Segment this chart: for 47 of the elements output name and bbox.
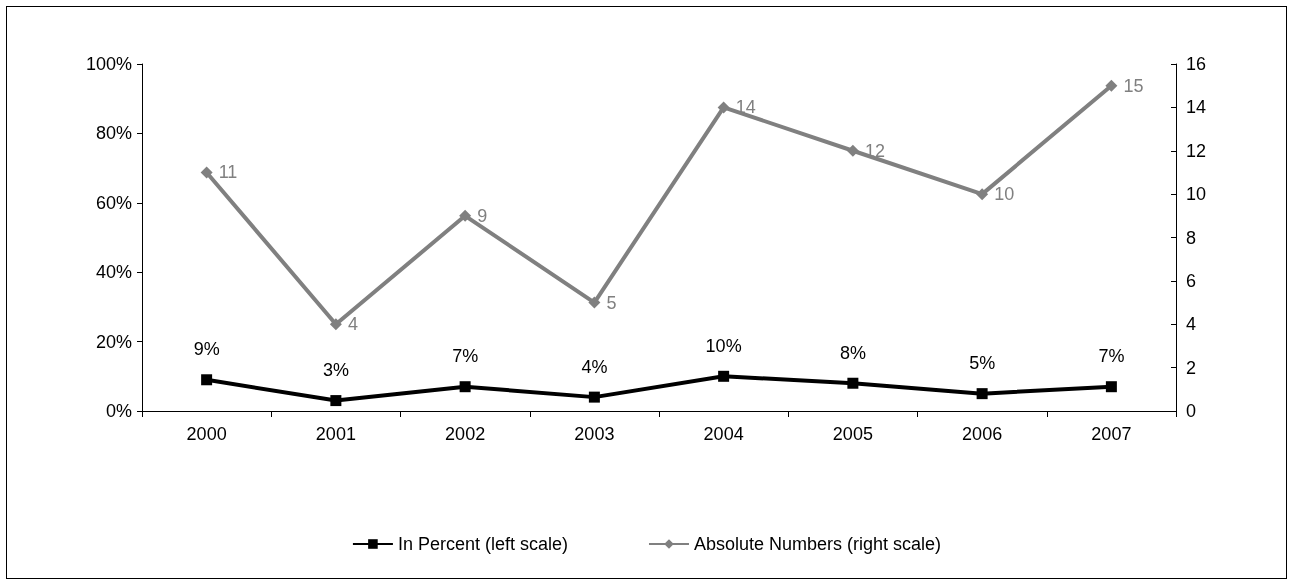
y2-tick-label: 0	[1186, 401, 1197, 421]
x-tick-label: 2007	[1091, 424, 1132, 444]
y2-tick-label: 12	[1186, 140, 1207, 161]
x-tick-label: 2003	[574, 424, 615, 444]
data-label: 15	[1123, 75, 1144, 96]
data-label: 5%	[969, 353, 996, 374]
y2-tick-label: 10	[1186, 184, 1207, 205]
data-label: 9	[477, 205, 488, 226]
y2-tick-label: 2	[1186, 357, 1197, 378]
y-tick-label: 40%	[95, 262, 132, 283]
data-label: 5	[606, 292, 617, 313]
data-label: 11	[218, 162, 238, 183]
point	[846, 144, 859, 157]
x-tick-label: 2000	[186, 424, 227, 444]
y-tick-label: 100%	[85, 54, 132, 74]
data-label: 3%	[322, 360, 349, 381]
y-tick-label: 80%	[95, 123, 132, 144]
point	[588, 296, 601, 309]
point	[717, 101, 730, 114]
data-label: 10	[994, 184, 1015, 205]
y-tick-label: 60%	[95, 192, 132, 213]
data-label: 8%	[839, 342, 866, 363]
data-label: 7%	[1098, 346, 1125, 367]
legend-label: Absolute Numbers (right scale)	[693, 534, 942, 554]
y2-tick-label: 6	[1186, 270, 1197, 291]
point	[976, 188, 989, 201]
y2-tick-label: 14	[1186, 97, 1207, 118]
y-tick-label: 0%	[105, 401, 132, 421]
y-tick-label: 20%	[95, 331, 132, 352]
data-label: 4%	[581, 356, 608, 377]
x-tick-label: 2002	[445, 424, 486, 444]
x-tick-label: 2005	[832, 424, 873, 444]
point	[1105, 79, 1118, 92]
legend-label: In Percent (left scale)	[397, 534, 568, 554]
data-label: 10%	[705, 335, 742, 356]
data-label: 9%	[193, 339, 220, 360]
y2-tick-label: 4	[1186, 314, 1197, 335]
x-tick-label: 2004	[703, 424, 744, 444]
point	[200, 166, 213, 179]
point	[459, 209, 472, 222]
y2-tick-label: 16	[1186, 54, 1207, 74]
x-tick-label: 2006	[962, 424, 1003, 444]
x-tick-label: 2001	[315, 424, 356, 444]
y2-tick-label: 8	[1186, 227, 1197, 248]
data-label: 4	[347, 314, 358, 335]
point	[329, 318, 342, 331]
data-label: 7%	[452, 346, 479, 367]
